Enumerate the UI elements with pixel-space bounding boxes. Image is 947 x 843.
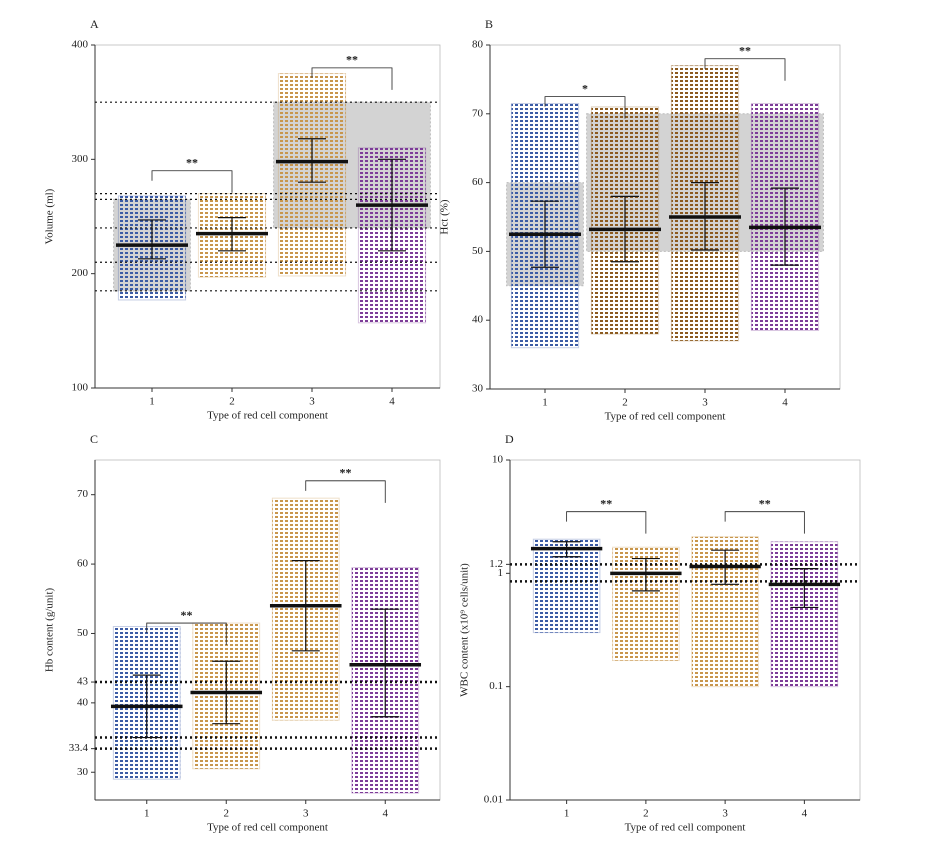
- y-tick-label: 0.01: [484, 794, 503, 806]
- y-tick-label: 40: [77, 696, 89, 708]
- x-tick-label: 1: [564, 808, 570, 820]
- y-tick-label: 100: [72, 382, 89, 394]
- y-tick-label: 43: [77, 676, 89, 688]
- y-tick-label: 70: [472, 107, 484, 119]
- y-axis-title: WBC content (x10⁹ cells/unit): [459, 563, 471, 697]
- x-tick-label: 1: [144, 808, 150, 820]
- y-axis-title: Hb content (g/unit): [44, 588, 56, 673]
- x-tick-label: 3: [309, 396, 315, 408]
- y-axis-title: Hct (%): [439, 199, 451, 234]
- y-tick-label: 60: [472, 176, 484, 188]
- x-tick-label: 4: [383, 808, 389, 820]
- x-axis-title: Type of red cell component: [207, 822, 328, 834]
- error-bar: [138, 219, 166, 260]
- dot-cloud: [277, 73, 347, 277]
- y-tick-label: 200: [72, 267, 89, 279]
- dot-cloud: [510, 102, 580, 349]
- significance-label: **: [739, 44, 751, 58]
- significance-label: *: [582, 81, 588, 95]
- panel-label: D: [505, 432, 514, 446]
- y-axis-title: Volume (ml): [44, 188, 56, 244]
- x-tick-label: 2: [643, 808, 649, 820]
- x-tick-label: 1: [149, 396, 155, 408]
- y-tick-label: 400: [72, 39, 89, 51]
- y-tick-label: 30: [77, 766, 89, 778]
- significance-label: **: [600, 496, 612, 510]
- error-bar: [790, 568, 819, 609]
- x-tick-label: 1: [542, 397, 548, 409]
- x-tick-label: 2: [229, 396, 235, 408]
- y-tick-label: 50: [77, 627, 89, 639]
- significance-bracket: [566, 511, 647, 534]
- x-tick-label: 4: [782, 397, 788, 409]
- y-tick-label: 300: [72, 153, 89, 165]
- significance-label: **: [346, 53, 358, 67]
- significance-bracket: [704, 58, 786, 81]
- x-tick-label: 4: [389, 396, 395, 408]
- y-tick-label: 33.4: [69, 742, 89, 754]
- significance-label: **: [340, 466, 352, 480]
- y-tick-label: 1.2: [489, 558, 503, 570]
- y-tick-label: 1: [498, 567, 504, 579]
- y-tick-label: 30: [472, 383, 484, 395]
- x-axis-title: Type of red cell component: [625, 822, 746, 834]
- significance-bracket: [311, 67, 393, 90]
- significance-label: **: [186, 156, 198, 170]
- significance-bracket: [724, 511, 805, 534]
- y-tick-label: 40: [472, 314, 484, 326]
- x-axis-title: Type of red cell component: [605, 411, 726, 423]
- y-tick-label: 10: [492, 454, 504, 466]
- x-axis-title: Type of red cell component: [207, 410, 328, 422]
- y-tick-label: 0.1: [489, 680, 503, 692]
- y-tick-label: 70: [77, 488, 89, 500]
- x-tick-label: 2: [224, 808, 230, 820]
- x-tick-label: 3: [303, 808, 309, 820]
- dot-cloud: [770, 541, 839, 688]
- x-tick-label: 4: [802, 808, 808, 820]
- significance-bracket: [146, 622, 227, 646]
- x-tick-label: 3: [722, 808, 728, 820]
- y-tick-label: 80: [472, 39, 484, 51]
- x-tick-label: 2: [622, 397, 628, 409]
- panel-label: A: [90, 17, 99, 31]
- y-tick-label: 50: [472, 245, 484, 257]
- y-tick-label: 60: [77, 558, 89, 570]
- significance-bracket: [544, 96, 626, 119]
- panel-label: B: [485, 17, 493, 31]
- panel-label: C: [90, 432, 98, 446]
- significance-bracket: [151, 170, 233, 193]
- x-tick-label: 3: [702, 397, 708, 409]
- significance-label: **: [759, 496, 771, 510]
- significance-label: **: [181, 608, 193, 622]
- significance-bracket: [305, 480, 386, 503]
